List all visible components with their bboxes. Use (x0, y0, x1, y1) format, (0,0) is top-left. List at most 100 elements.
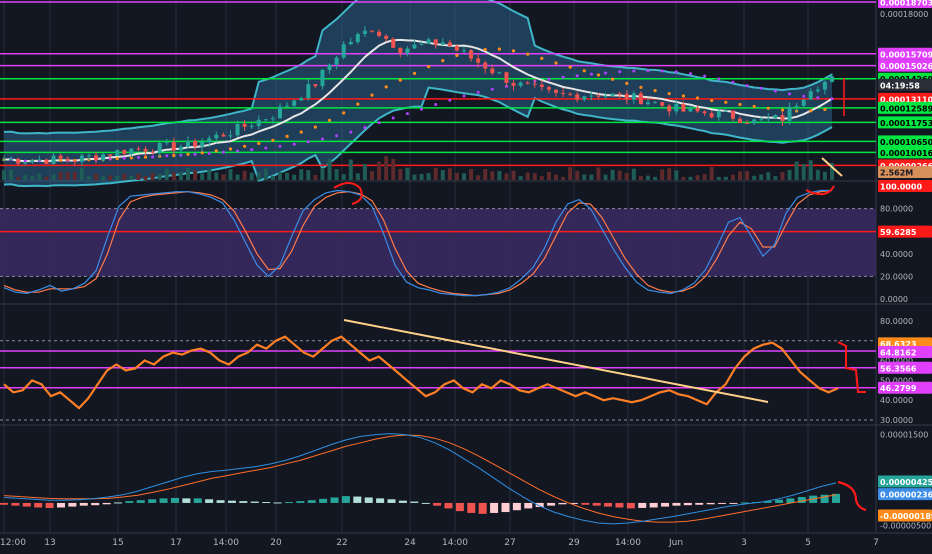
rsi-panel[interactable] (0, 319, 876, 421)
candle-body[interactable] (773, 115, 778, 119)
candle-body[interactable] (51, 155, 56, 164)
candle-body[interactable] (624, 93, 629, 100)
candle-body[interactable] (610, 93, 615, 96)
candle-body[interactable] (554, 89, 558, 93)
candle-body[interactable] (497, 72, 502, 74)
candle-body[interactable] (653, 102, 658, 104)
candle-body[interactable] (348, 41, 353, 45)
candle-body[interactable] (660, 102, 665, 106)
candle-body[interactable] (575, 94, 580, 100)
candle-body[interactable] (200, 141, 205, 147)
candle-body[interactable] (377, 31, 382, 37)
price-badge[interactable] (878, 78, 932, 91)
candle-body[interactable] (79, 155, 84, 162)
candle-body[interactable] (278, 106, 282, 119)
candle-body[interactable] (801, 99, 806, 106)
candle-body[interactable] (674, 103, 679, 112)
candle-body[interactable] (292, 100, 297, 106)
candle-body[interactable] (483, 62, 488, 69)
candle-body[interactable] (412, 44, 417, 49)
candle-body[interactable] (469, 50, 474, 59)
candle-body[interactable] (108, 154, 113, 156)
candle-body[interactable] (589, 95, 594, 97)
price-badge[interactable] (878, 92, 932, 105)
candle-body[interactable] (433, 39, 438, 45)
candle-body[interactable] (186, 141, 190, 147)
candle-body[interactable] (709, 113, 714, 118)
candle-body[interactable] (511, 82, 516, 86)
candle-body[interactable] (214, 134, 219, 139)
price-badge[interactable] (878, 180, 932, 192)
price-badge[interactable] (878, 135, 932, 148)
candle-body[interactable] (86, 155, 91, 157)
price-badge[interactable] (878, 146, 932, 159)
candle-body[interactable] (207, 138, 212, 142)
candle-body[interactable] (702, 111, 707, 114)
candle-body[interactable] (723, 110, 728, 112)
price-badge[interactable] (878, 0, 932, 8)
candle-body[interactable] (518, 82, 523, 86)
candle-body[interactable] (391, 38, 396, 48)
price-badge[interactable] (878, 47, 932, 60)
candle-body[interactable] (228, 135, 233, 137)
candle-body[interactable] (787, 106, 792, 121)
candle-body[interactable] (384, 36, 389, 39)
candle-body[interactable] (37, 159, 42, 161)
candle-body[interactable] (164, 142, 169, 144)
candle-body[interactable] (525, 82, 530, 84)
candle-body[interactable] (752, 119, 757, 124)
candle-body[interactable] (129, 148, 134, 155)
price-badge[interactable] (878, 475, 932, 488)
candle-body[interactable] (143, 148, 148, 152)
candle-body[interactable] (263, 119, 268, 121)
candle-body[interactable] (306, 84, 311, 99)
candle-body[interactable] (30, 160, 35, 163)
candle-body[interactable] (23, 162, 28, 164)
candle-body[interactable] (398, 47, 403, 54)
candle-body[interactable] (476, 58, 481, 63)
price-badge[interactable] (878, 488, 932, 501)
candle-body[interactable] (9, 158, 14, 160)
candle-body[interactable] (440, 42, 445, 45)
candle-body[interactable] (568, 93, 573, 95)
candle-body[interactable] (546, 87, 551, 90)
candle-body[interactable] (646, 102, 650, 105)
candle-body[interactable] (617, 93, 622, 95)
candle-body[interactable] (122, 150, 127, 155)
price-badge[interactable] (878, 509, 932, 522)
candle-body[interactable] (341, 44, 346, 58)
macd-panel[interactable] (0, 433, 867, 525)
candle-body[interactable] (419, 43, 424, 45)
candle-body[interactable] (193, 141, 198, 147)
candle-body[interactable] (65, 158, 70, 161)
candle-body[interactable] (58, 155, 63, 159)
candle-body[interactable] (94, 155, 98, 161)
candle-body[interactable] (370, 30, 374, 32)
candle-body[interactable] (313, 84, 318, 87)
candle-body[interactable] (462, 50, 466, 52)
candle-body[interactable] (780, 115, 785, 121)
price-panel[interactable] (0, 0, 876, 188)
candle-body[interactable] (101, 154, 106, 161)
candle-body[interactable] (596, 95, 601, 97)
candle-body[interactable] (334, 57, 339, 65)
candle-body[interactable] (2, 159, 6, 161)
candle-body[interactable] (815, 89, 820, 92)
candle-body[interactable] (72, 160, 77, 162)
candle-body[interactable] (150, 151, 155, 153)
candle-body[interactable] (490, 68, 495, 74)
candle-body[interactable] (242, 123, 247, 127)
candle-body[interactable] (426, 39, 431, 44)
candle-body[interactable] (681, 103, 686, 112)
candle-body[interactable] (405, 48, 410, 54)
price-badge[interactable] (878, 345, 932, 358)
candle-body[interactable] (221, 134, 226, 137)
candle-body[interactable] (830, 76, 834, 82)
candle-body[interactable] (157, 142, 162, 153)
candle-body[interactable] (136, 148, 141, 150)
candle-body[interactable] (745, 122, 750, 124)
price-badge[interactable] (878, 166, 932, 178)
candle-body[interactable] (362, 30, 367, 34)
candle-body[interactable] (447, 42, 452, 46)
candle-body[interactable] (582, 96, 587, 100)
